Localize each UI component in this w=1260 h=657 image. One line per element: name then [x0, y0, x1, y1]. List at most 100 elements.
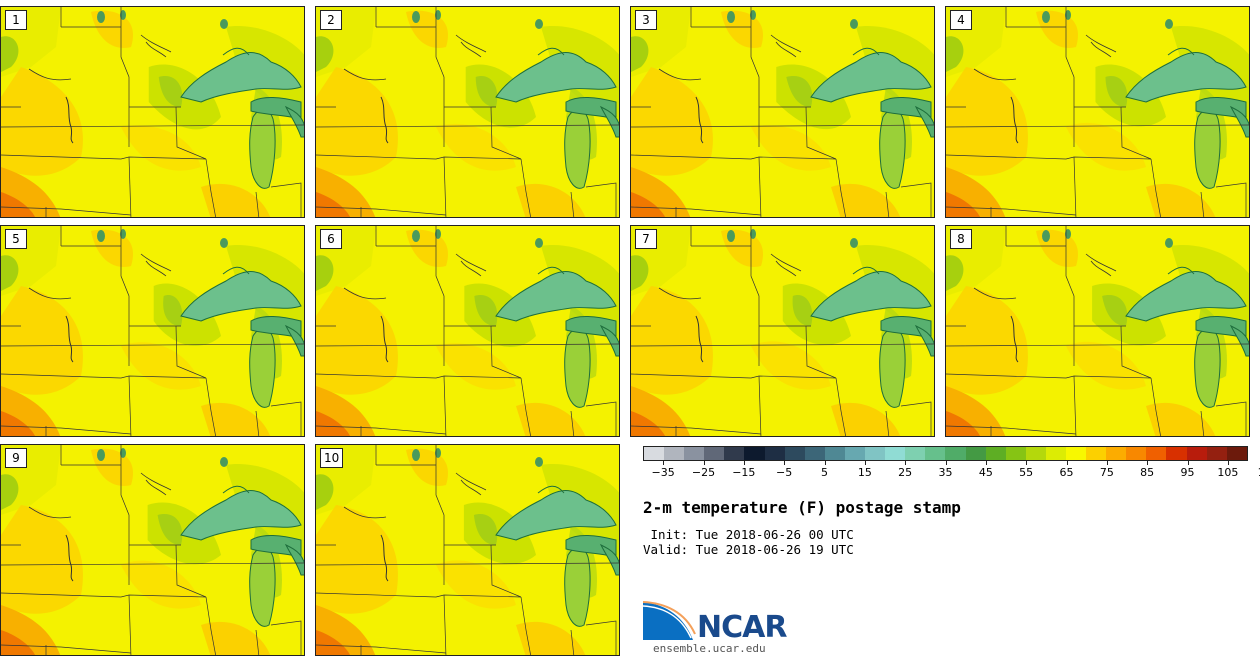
- postage-stamp-panel: 9: [0, 444, 305, 656]
- colorbar-bin: [724, 447, 745, 460]
- figure-title: 2-m temperature (F) postage stamp: [643, 498, 961, 517]
- colorbar-bin: [1126, 447, 1147, 460]
- colorbar-tick-label: 5: [821, 466, 828, 479]
- colorbar-tick-mark: [703, 461, 705, 465]
- colorbar-tick-label: 95: [1180, 466, 1195, 479]
- temperature-map: [316, 226, 619, 436]
- colorbar-tick-label: −25: [691, 466, 716, 479]
- colorbar-bin: [844, 447, 866, 460]
- colorbar-bin: [905, 447, 926, 460]
- colorbar-bin: [664, 447, 685, 460]
- colorbar-tick-label: 75: [1099, 466, 1114, 479]
- postage-stamp-panel: 5: [0, 225, 305, 437]
- colorbar-tick-label: −35: [651, 466, 675, 479]
- colorbar-tick-mark: [743, 461, 745, 465]
- colorbar-bin: [704, 447, 725, 460]
- init-time: Init: Tue 2018-06-26 00 UTC: [643, 527, 854, 542]
- postage-stamp-panel: 8: [945, 225, 1250, 437]
- colorbar-tick-label: 55: [1019, 466, 1034, 479]
- colorbar-bin: [1186, 447, 1207, 460]
- member-number: 4: [950, 10, 972, 30]
- colorbar-tick-label: 65: [1059, 466, 1074, 479]
- colorbar-tick-label: 115: [1258, 466, 1260, 479]
- temperature-map: [631, 226, 934, 436]
- member-number: 6: [320, 229, 342, 249]
- colorbar-bin: [1206, 447, 1227, 460]
- member-number: 1: [5, 10, 27, 30]
- colorbar-bin: [1065, 447, 1087, 460]
- member-number: 8: [950, 229, 972, 249]
- colorbar-tick-mark: [1066, 461, 1068, 465]
- colorbar-tick-label: −5: [776, 466, 793, 479]
- colorbar-bin: [804, 447, 825, 460]
- temperature-colorbar: [643, 446, 1248, 461]
- colorbar-bin: [744, 447, 765, 460]
- colorbar-tick-mark: [1106, 461, 1108, 465]
- colorbar-bin: [1106, 447, 1127, 460]
- colorbar-tick-label: 45: [978, 466, 993, 479]
- colorbar-bin: [764, 447, 785, 460]
- postage-stamp-panel: 4: [945, 6, 1250, 218]
- postage-stamp-panel: 10: [315, 444, 620, 656]
- colorbar-bin: [1166, 447, 1187, 460]
- colorbar-bin: [945, 447, 966, 460]
- colorbar-tick-label: −15: [732, 466, 756, 479]
- colorbar-bin: [824, 447, 845, 460]
- postage-stamp-panel: 3: [630, 6, 935, 218]
- colorbar-bin: [865, 447, 886, 460]
- colorbar-tick-mark: [864, 461, 866, 465]
- colorbar-bin: [684, 447, 705, 460]
- temperature-map: [631, 7, 934, 217]
- colorbar-tick-mark: [985, 461, 987, 465]
- colorbar-tick-label: 35: [938, 466, 953, 479]
- colorbar-tick-mark: [663, 461, 665, 465]
- colorbar-tick-mark: [784, 461, 786, 465]
- valid-time: Valid: Tue 2018-06-26 19 UTC: [643, 542, 854, 557]
- colorbar-bin: [644, 447, 665, 460]
- postage-stamp-panel: 1: [0, 6, 305, 218]
- member-number: 2: [320, 10, 342, 30]
- temperature-map: [946, 7, 1249, 217]
- temperature-map: [1, 7, 304, 217]
- colorbar-bin: [885, 447, 906, 460]
- colorbar-bin: [1086, 447, 1107, 460]
- colorbar-bin: [784, 447, 805, 460]
- colorbar-tick-mark: [1187, 461, 1189, 465]
- colorbar-tick-mark: [945, 461, 947, 465]
- colorbar-bin: [925, 447, 946, 460]
- colorbar-bin: [1005, 447, 1026, 460]
- postage-stamp-panel: 7: [630, 225, 935, 437]
- colorbar-tick-mark: [1227, 461, 1229, 465]
- member-number: 10: [320, 448, 344, 468]
- colorbar-bin: [965, 447, 986, 460]
- colorbar-bin: [1146, 447, 1167, 460]
- colorbar-bin: [985, 447, 1006, 460]
- colorbar-tick-labels: −35 −25 −15 −5 5 15 25 35 45 55 65 75 85 95 105 115: [643, 466, 1260, 482]
- colorbar-tick-label: 105: [1217, 466, 1239, 479]
- temperature-map: [1, 445, 304, 655]
- member-number: 5: [5, 229, 27, 249]
- member-number: 7: [635, 229, 657, 249]
- ncar-logo-text: NCAR: [697, 610, 787, 645]
- ncar-logo-icon: [643, 601, 696, 640]
- colorbar-tick-label: 25: [898, 466, 913, 479]
- colorbar-tick-marks: [643, 461, 1248, 465]
- colorbar-bin: [1025, 447, 1046, 460]
- temperature-map: [946, 226, 1249, 436]
- postage-stamp-panel: 6: [315, 225, 620, 437]
- colorbar-tick-mark: [905, 461, 907, 465]
- colorbar-tick-label: 85: [1140, 466, 1155, 479]
- temperature-map: [316, 7, 619, 217]
- temperature-map: [1, 226, 304, 436]
- temperature-map: [316, 445, 619, 655]
- colorbar-tick-mark: [1026, 461, 1028, 465]
- colorbar-tick-mark: [1147, 461, 1149, 465]
- member-number: 3: [635, 10, 657, 30]
- colorbar-bin: [1045, 447, 1066, 460]
- colorbar-tick-label: 15: [857, 466, 872, 479]
- colorbar-bin: [1226, 447, 1247, 460]
- member-number: 9: [5, 448, 27, 468]
- colorbar-tick-mark: [824, 461, 826, 465]
- postage-stamp-panel: 2: [315, 6, 620, 218]
- ncar-url: ensemble.ucar.edu: [653, 642, 766, 655]
